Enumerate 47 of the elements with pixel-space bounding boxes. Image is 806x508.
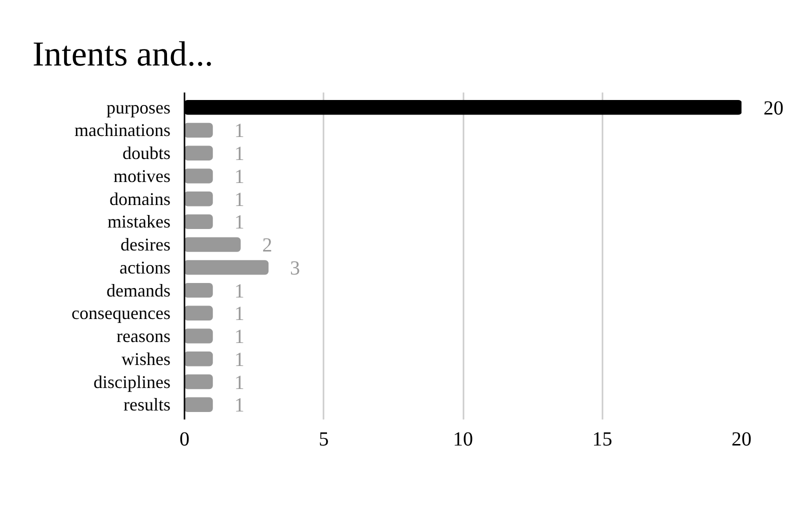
chart-title: Intents and... (32, 34, 214, 74)
data-label: 1 (234, 212, 244, 234)
y-tick-label: purposes (106, 97, 171, 118)
y-tick-label: demands (106, 280, 170, 300)
x-tick-label: 10 (453, 428, 473, 450)
data-label: 1 (234, 326, 244, 348)
bar (184, 260, 269, 275)
bar (184, 168, 213, 184)
bar (184, 328, 213, 344)
y-tick-label: results (124, 394, 171, 415)
y-tick-label: desires (120, 234, 170, 255)
y-tick-label: consequences (72, 303, 171, 324)
data-label: 3 (290, 257, 300, 280)
y-tick-label: wishes (122, 348, 170, 369)
bar (184, 122, 213, 138)
y-tick-label: disciplines (94, 372, 171, 392)
data-label: 1 (234, 348, 244, 371)
data-label: 1 (234, 303, 244, 326)
y-tick-label: motives (114, 166, 171, 186)
y-tick-label: actions (120, 257, 171, 278)
bar (184, 282, 213, 298)
bar (184, 397, 213, 412)
data-label: 1 (234, 188, 244, 211)
bar (184, 306, 213, 321)
y-tick-label: doubts (122, 143, 171, 164)
bar (184, 237, 241, 252)
data-label: 1 (234, 394, 244, 417)
data-label: 1 (234, 372, 244, 394)
y-tick-label: reasons (116, 326, 170, 346)
bar (184, 214, 213, 230)
y-tick-label: mistakes (108, 212, 171, 232)
data-label: 1 (234, 120, 244, 142)
data-label: 2 (262, 234, 272, 257)
x-tick-label: 20 (732, 428, 752, 450)
y-tick-label: machinations (74, 120, 171, 140)
y-tick-label: domains (110, 188, 171, 209)
data-label: 20 (764, 97, 784, 120)
data-label: 1 (234, 143, 244, 166)
bar (184, 146, 213, 160)
bar (184, 352, 213, 366)
data-label: 1 (234, 166, 244, 188)
x-tick-label: 0 (180, 428, 190, 450)
data-label: 1 (234, 280, 244, 302)
bar (184, 191, 213, 206)
bar (184, 374, 213, 390)
x-tick-label: 5 (318, 428, 329, 450)
x-tick-label: 15 (592, 428, 612, 450)
